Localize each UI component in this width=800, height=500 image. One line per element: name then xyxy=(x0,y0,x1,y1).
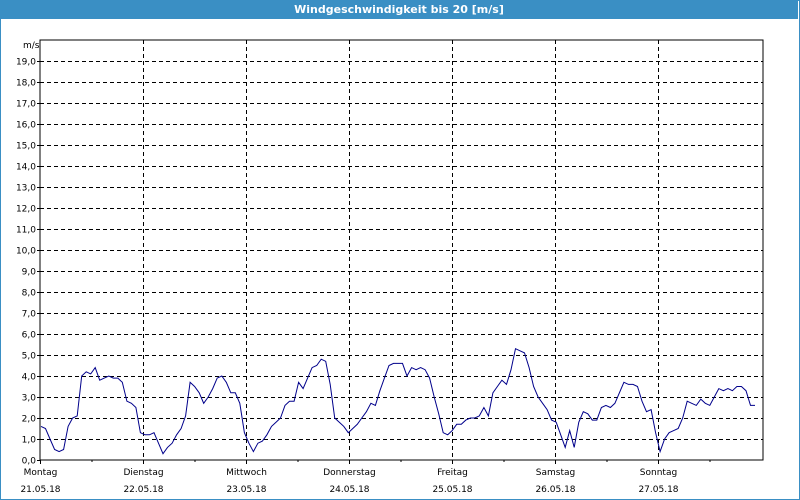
y-tick-label: 6,0 xyxy=(22,331,37,341)
y-tick-label: 17,0 xyxy=(16,100,36,110)
y-axis-ticks: 0,0 1,0 2,0 3,0 4,0 5,0 6,0 7,0 8,0 9,0 10,0 11,0 12… xyxy=(16,58,40,467)
y-tick-label: 3,0 xyxy=(22,394,37,404)
y-tick-label: 12,0 xyxy=(16,205,36,215)
y-tick-label: 9,0 xyxy=(22,268,37,278)
x-day-label: Freitag xyxy=(437,468,468,478)
y-tick-label: 8,0 xyxy=(22,289,37,299)
y-tick-label: 14,0 xyxy=(16,163,36,173)
y-tick-label: 1,0 xyxy=(22,436,37,446)
x-date-label: 23.05.18 xyxy=(226,485,266,495)
x-date-label: 27.05.18 xyxy=(638,485,678,495)
x-day-label: Samstag xyxy=(536,468,575,478)
x-date-label: 26.05.18 xyxy=(535,485,575,495)
wind-speed-line xyxy=(40,347,755,455)
y-tick-label: 11,0 xyxy=(16,226,36,236)
x-date-label: 25.05.18 xyxy=(432,485,472,495)
y-tick-label: 13,0 xyxy=(16,184,36,194)
y-tick-label: 5,0 xyxy=(22,352,37,362)
x-day-label: Montag xyxy=(24,468,58,478)
y-tick-label: 15,0 xyxy=(16,142,36,152)
y-tick-label: 7,0 xyxy=(22,310,37,320)
x-day-label: Mittwoch xyxy=(226,468,267,478)
y-tick-label: 0,0 xyxy=(22,457,37,467)
y-tick-label: 19,0 xyxy=(16,58,36,68)
y-tick-label: 4,0 xyxy=(22,373,37,383)
y-tick-label: 2,0 xyxy=(22,415,37,425)
x-day-label: Sonntag xyxy=(640,468,677,478)
chart-title: Windgeschwindigkeit bis 20 [m/s] xyxy=(0,0,798,19)
x-date-label: 21.05.18 xyxy=(20,485,60,495)
y-tick-label: 10,0 xyxy=(16,247,36,257)
x-date-label: 24.05.18 xyxy=(329,485,369,495)
x-axis-labels: Montag 21.05.18 Dienstag 22.05.18 Mittwoch 23… xyxy=(20,460,711,495)
horizontal-gridlines xyxy=(40,61,763,440)
x-day-label: Donnerstag xyxy=(323,468,376,478)
y-tick-label: 16,0 xyxy=(16,121,36,131)
vertical-gridlines xyxy=(143,40,659,460)
y-axis-unit-label: m/s xyxy=(23,41,40,51)
x-day-label: Dienstag xyxy=(123,468,163,478)
y-tick-label: 18,0 xyxy=(16,79,36,89)
x-date-label: 22.05.18 xyxy=(123,485,163,495)
